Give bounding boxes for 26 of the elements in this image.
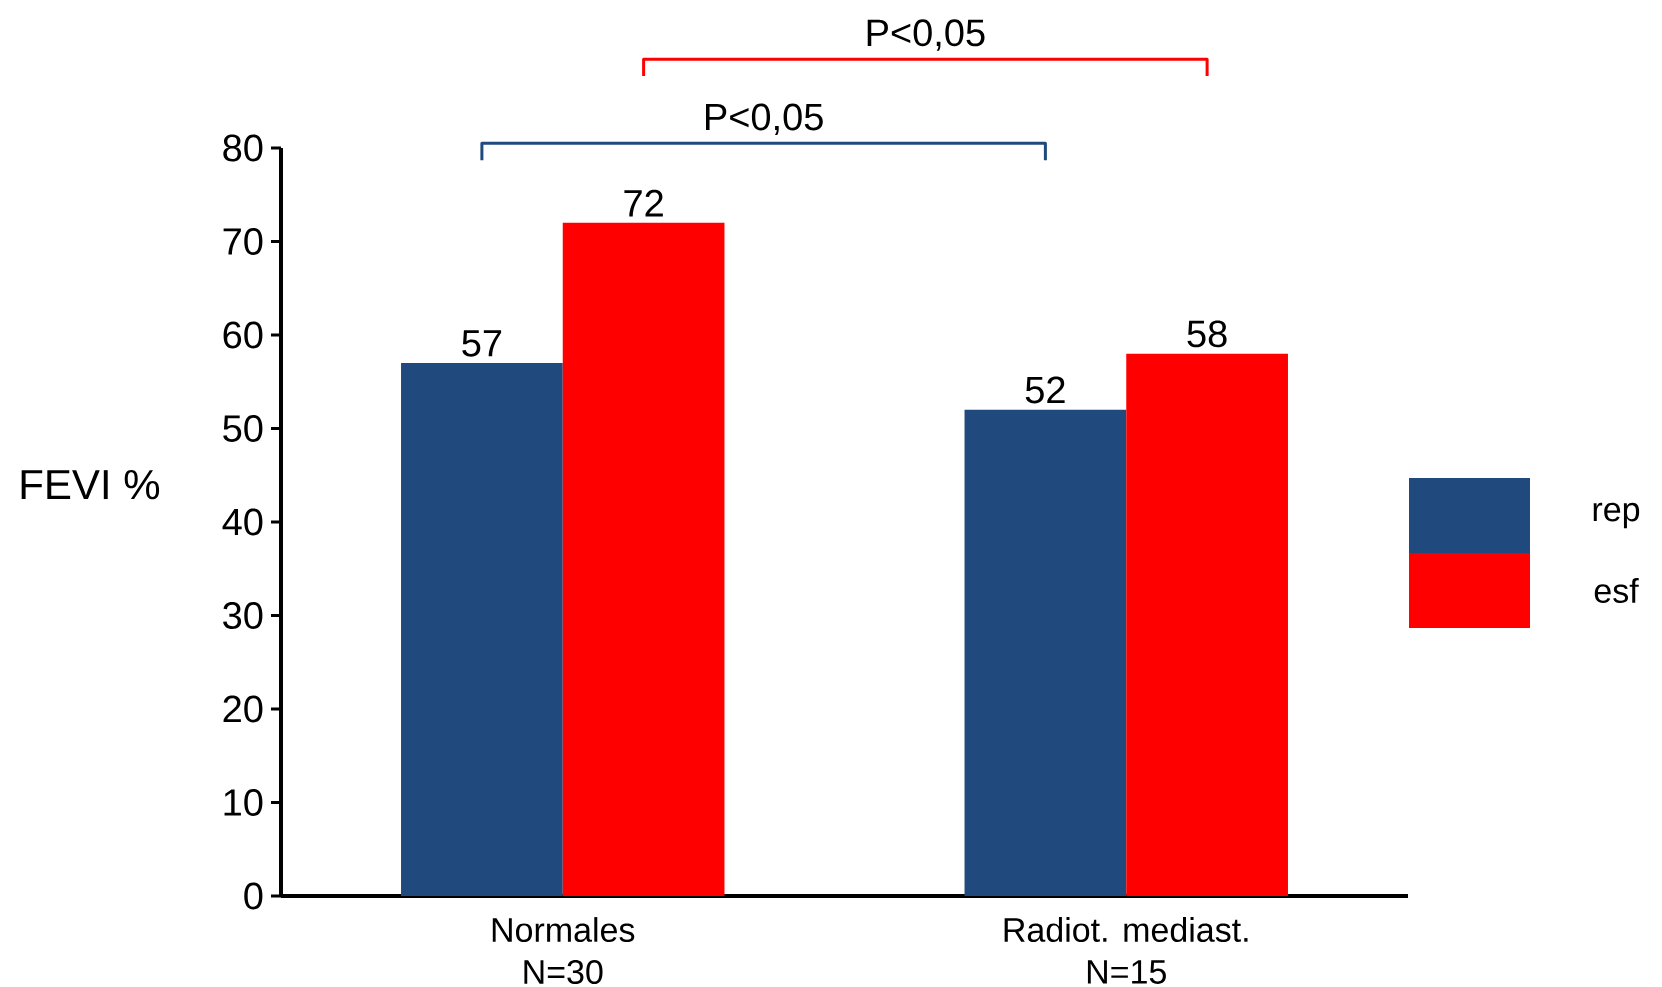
y-tick-label: 60: [223, 321, 263, 349]
bar: [401, 363, 563, 896]
data-label: 58: [1187, 320, 1227, 348]
data-label: 57: [462, 330, 502, 357]
y-tick-label: 80: [223, 134, 263, 162]
text: P<0,05: [867, 19, 985, 51]
x-tick-label: Normales: [492, 917, 635, 943]
y-tick-label: 50: [223, 415, 263, 442]
y-tick-label: 0: [244, 882, 263, 910]
y-tick-label: 30: [223, 602, 263, 629]
text: N=30: [524, 959, 603, 985]
bar: [1126, 353, 1288, 896]
y-tick-label: 70: [223, 228, 263, 255]
y-tick-label: 40: [222, 508, 263, 536]
text: N=15: [1087, 960, 1166, 984]
y-tick-label: 20: [223, 695, 263, 723]
text: P<0,05: [706, 103, 823, 135]
x-tick-label: Radiot. mediast.: [1004, 917, 1248, 943]
legend-label: esf: [1594, 578, 1639, 603]
data-label: 52: [1025, 376, 1065, 404]
legend-label: rep: [1593, 502, 1640, 529]
bar: [964, 409, 1127, 896]
bar: [562, 222, 725, 896]
y-tick-label: 10: [224, 789, 263, 816]
data-label: 72: [624, 189, 663, 217]
y-axis-title: FEVI %: [21, 469, 160, 500]
